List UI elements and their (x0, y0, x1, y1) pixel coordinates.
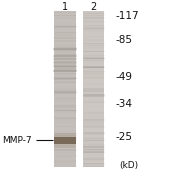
Text: 2: 2 (91, 2, 97, 12)
Text: -85: -85 (115, 35, 132, 45)
Bar (54, 144, 76, 148)
Text: -49: -49 (115, 72, 132, 82)
Bar (54, 133, 76, 137)
Text: -117: -117 (115, 11, 139, 21)
Text: -25: -25 (115, 132, 132, 142)
Bar (83, 11, 104, 167)
Text: (kD): (kD) (120, 161, 139, 170)
Text: MMP-7: MMP-7 (2, 136, 31, 145)
Text: -34: -34 (115, 99, 132, 109)
Bar (54, 11, 76, 167)
Bar (54, 137, 76, 144)
Text: 1: 1 (62, 2, 68, 12)
